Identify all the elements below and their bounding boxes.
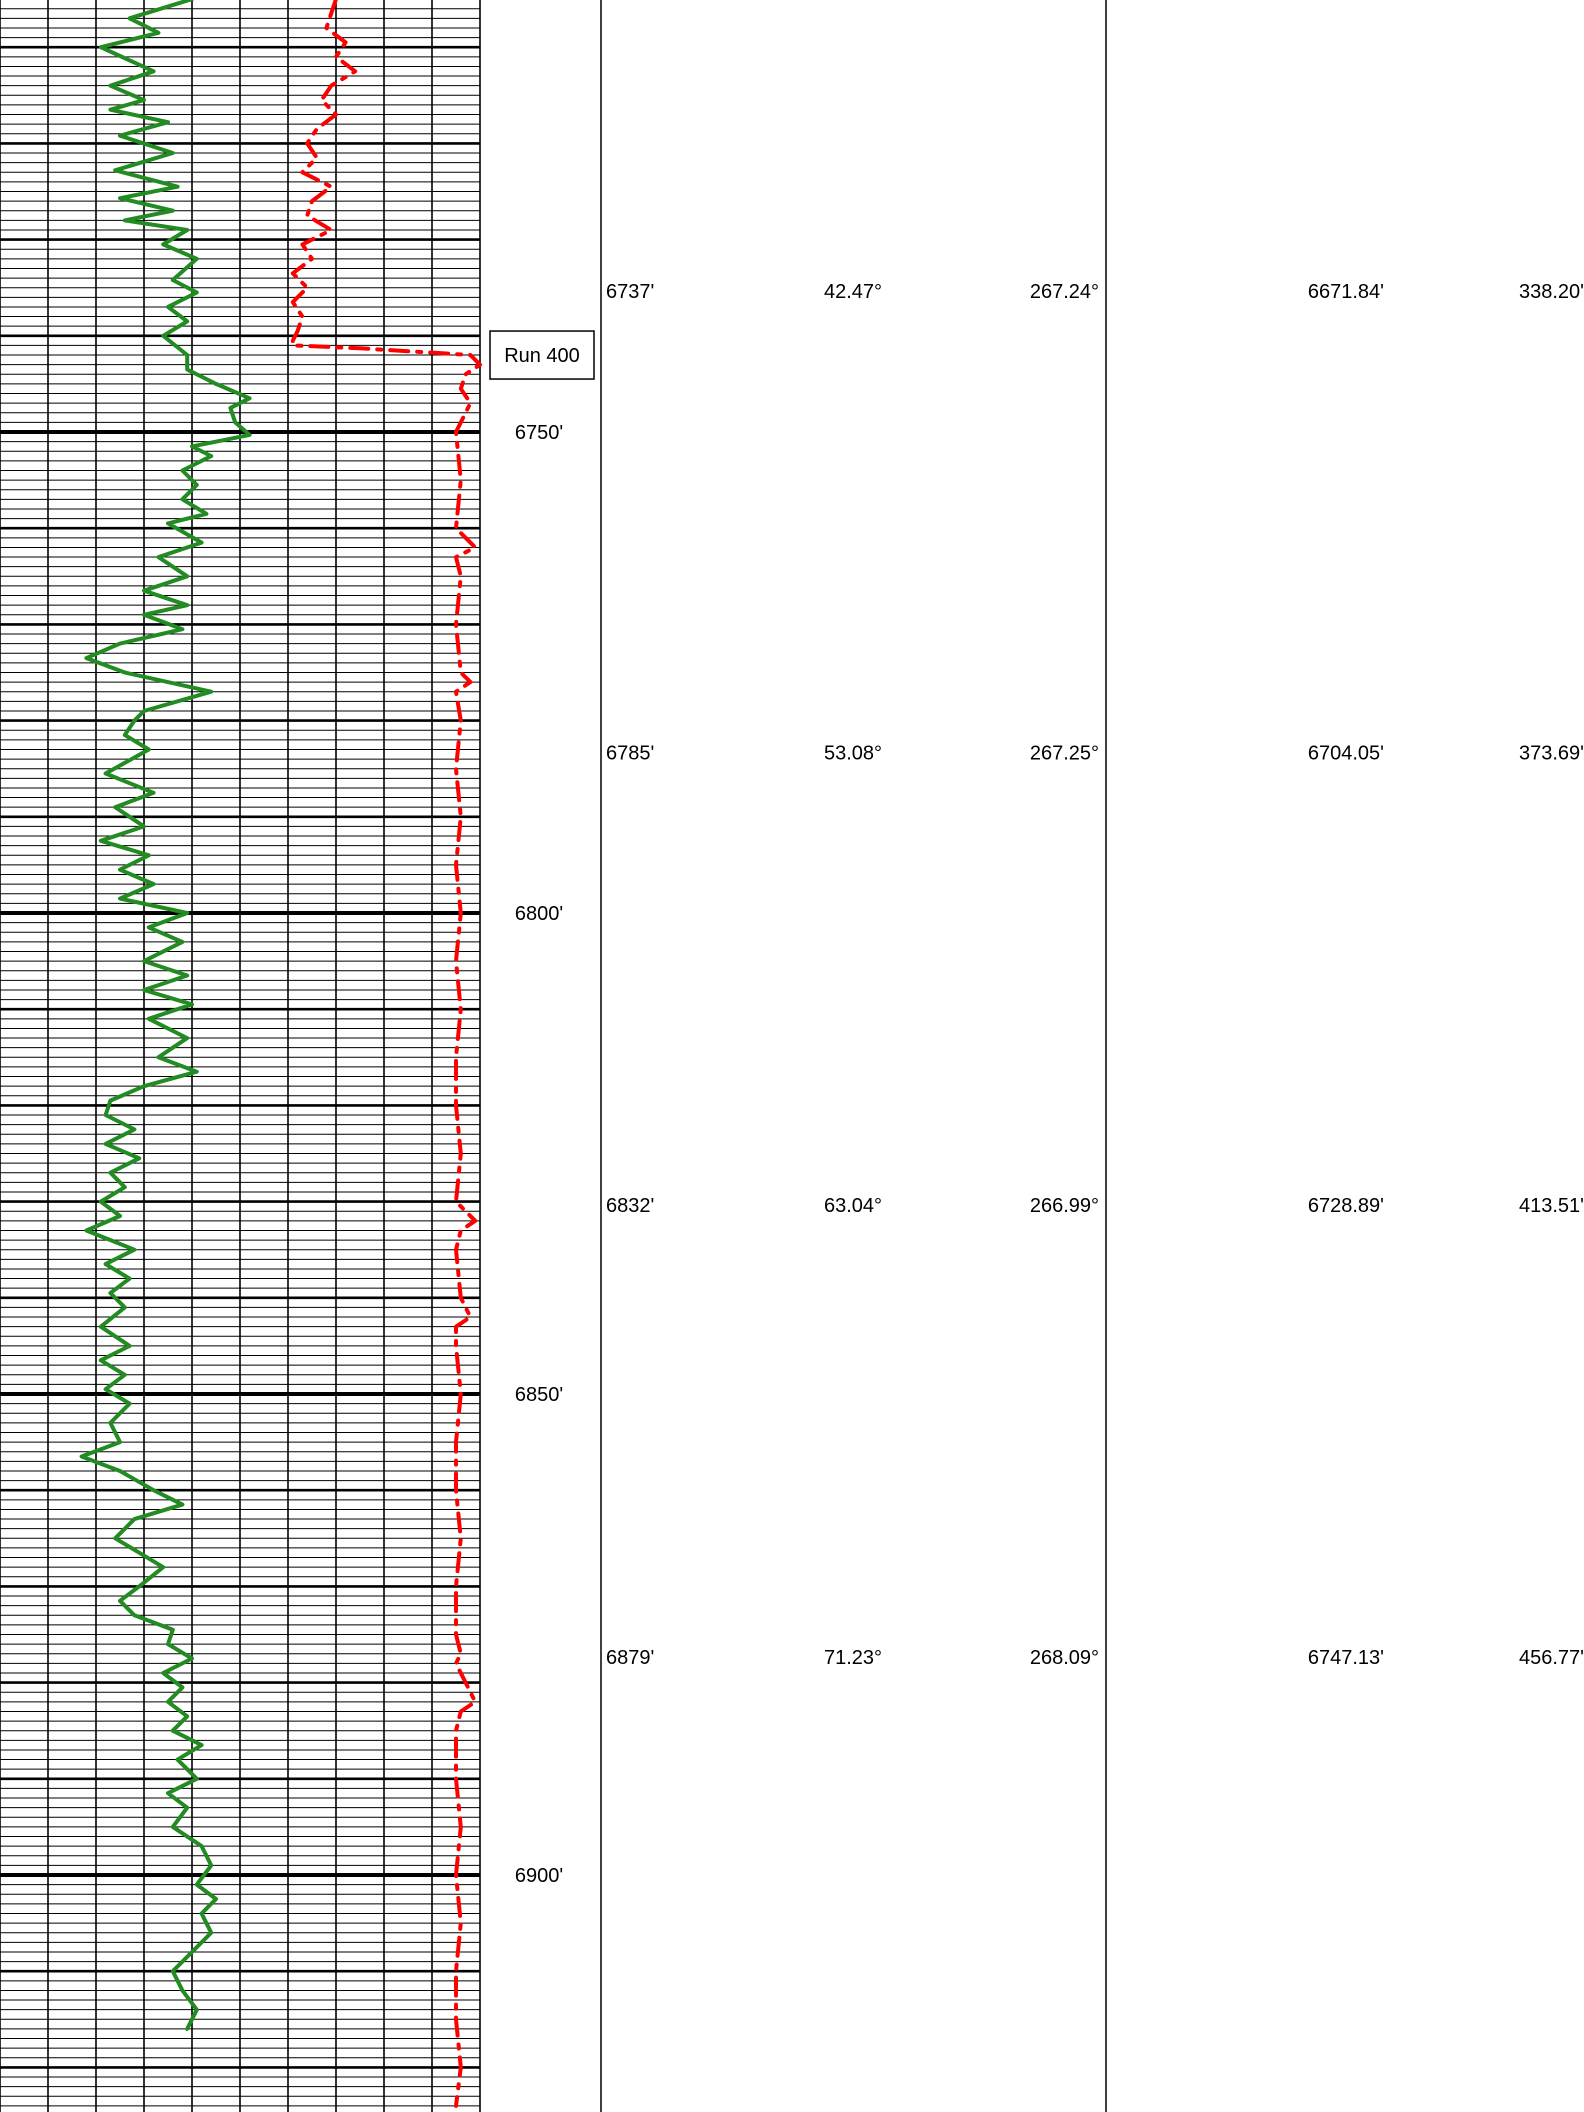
depth-label: 6850' [515, 1384, 563, 1406]
survey-md: 6879' [606, 1647, 654, 1669]
log-track-grid [0, 0, 481, 2112]
survey-azimuth: 267.25° [1030, 743, 1099, 765]
depth-label: 6800' [515, 903, 563, 925]
survey-azimuth: 266.99° [1030, 1195, 1099, 1217]
run-marker-box [489, 330, 595, 380]
survey-md: 6737' [606, 281, 654, 303]
run-marker: Run 400 [489, 330, 595, 380]
survey-md: 6832' [606, 1195, 654, 1217]
survey-inclination: 71.23° [824, 1647, 882, 1669]
survey-vertical-section: 456.77' [1519, 1647, 1584, 1669]
depth-label: 6750' [515, 422, 563, 444]
survey-inclination: 63.04° [824, 1195, 882, 1217]
series-line-green [79, 0, 252, 2031]
survey-table-frame [600, 0, 1107, 2112]
survey-vertical-section: 373.69' [1519, 743, 1584, 765]
survey-azimuth: 267.24° [1030, 281, 1099, 303]
survey-tvd: 6671.84' [1308, 281, 1384, 303]
log-curves [79, 0, 482, 2108]
survey-azimuth: 268.09° [1030, 1647, 1099, 1669]
survey-vertical-section: 338.20' [1519, 281, 1584, 303]
survey-tvd: 6747.13' [1308, 1647, 1384, 1669]
survey-vertical-section: 413.51' [1519, 1195, 1584, 1217]
survey-inclination: 42.47° [824, 281, 882, 303]
series-line-red [290, 0, 482, 2108]
survey-inclination: 53.08° [824, 743, 882, 765]
run-marker-label: Run 400 [504, 345, 580, 367]
survey-tvd: 6704.05' [1308, 743, 1384, 765]
survey-tvd: 6728.89' [1308, 1195, 1384, 1217]
depth-label: 6900' [515, 1865, 563, 1887]
depth-track: 6750' 6800' 6850' 6900' [515, 422, 563, 1887]
survey-table: 6737' 42.47° 267.24° 6671.84' 338.20' 6785' 53… [606, 281, 1584, 1669]
survey-md: 6785' [606, 743, 654, 765]
